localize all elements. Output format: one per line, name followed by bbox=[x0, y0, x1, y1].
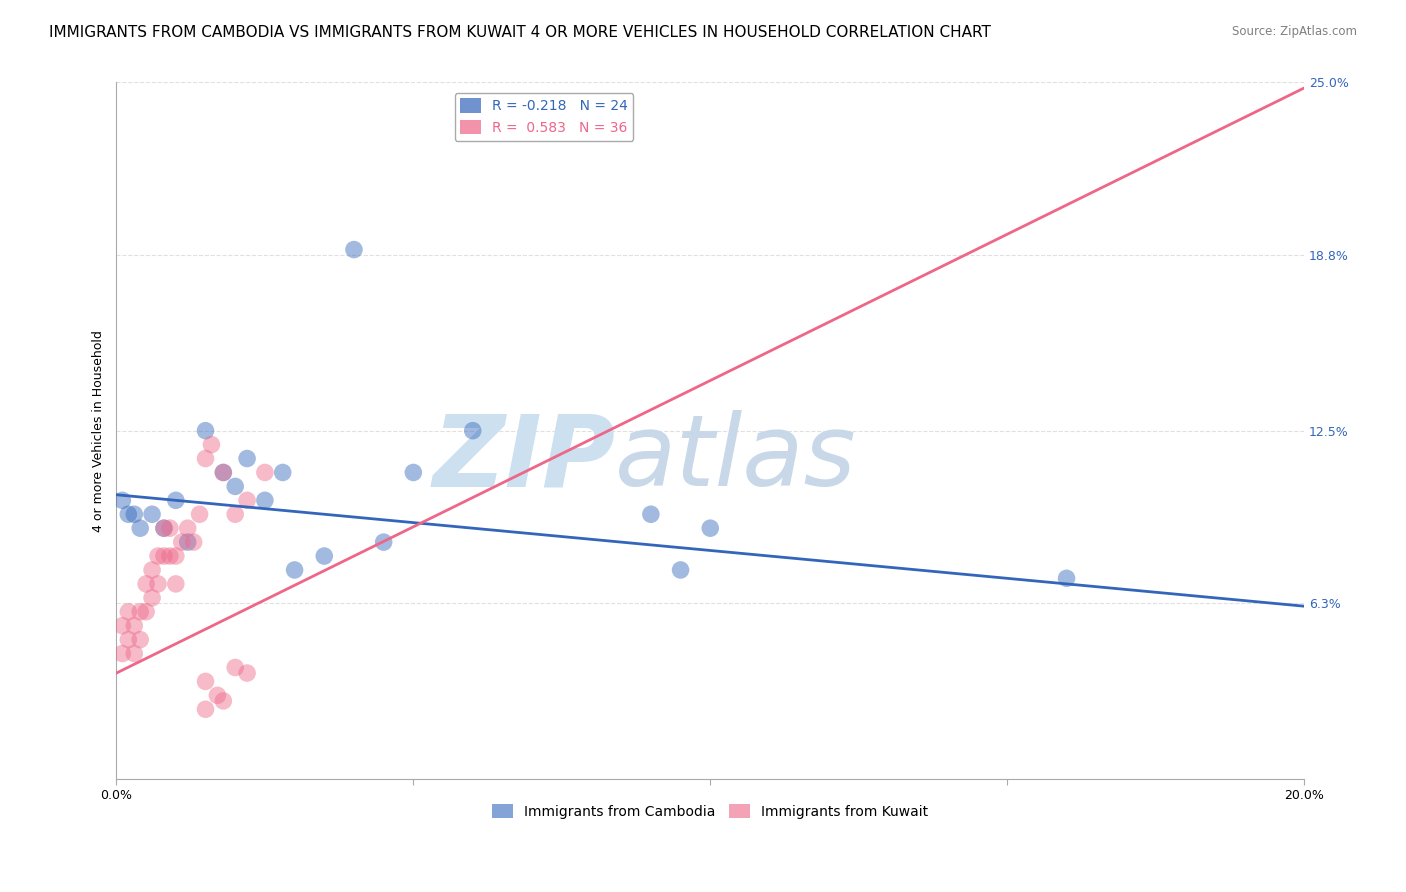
Point bbox=[212, 466, 235, 480]
Point bbox=[373, 535, 395, 549]
Point bbox=[111, 618, 134, 632]
Point bbox=[402, 466, 425, 480]
Point bbox=[117, 508, 139, 522]
Point bbox=[212, 466, 235, 480]
Point bbox=[146, 577, 169, 591]
Point bbox=[699, 521, 721, 535]
Point bbox=[188, 508, 211, 522]
Point bbox=[117, 632, 139, 647]
Point bbox=[165, 493, 187, 508]
Point bbox=[141, 563, 163, 577]
Point bbox=[141, 508, 163, 522]
Point bbox=[129, 632, 152, 647]
Point bbox=[111, 493, 134, 508]
Point bbox=[207, 689, 229, 703]
Point bbox=[284, 563, 307, 577]
Text: IMMIGRANTS FROM CAMBODIA VS IMMIGRANTS FROM KUWAIT 4 OR MORE VEHICLES IN HOUSEHO: IMMIGRANTS FROM CAMBODIA VS IMMIGRANTS F… bbox=[49, 25, 991, 40]
Point bbox=[159, 549, 181, 563]
Point bbox=[640, 508, 662, 522]
Point bbox=[1056, 571, 1078, 585]
Point bbox=[111, 647, 134, 661]
Point bbox=[117, 605, 139, 619]
Point bbox=[224, 660, 246, 674]
Point bbox=[253, 466, 276, 480]
Point bbox=[236, 493, 259, 508]
Point bbox=[176, 521, 198, 535]
Point bbox=[461, 424, 484, 438]
Point bbox=[194, 451, 217, 466]
Point bbox=[343, 243, 366, 257]
Point bbox=[669, 563, 692, 577]
Point bbox=[129, 605, 152, 619]
Point bbox=[165, 549, 187, 563]
Point bbox=[194, 674, 217, 689]
Point bbox=[194, 702, 217, 716]
Point bbox=[236, 451, 259, 466]
Point bbox=[236, 666, 259, 681]
Point bbox=[165, 577, 187, 591]
Point bbox=[224, 479, 246, 493]
Point bbox=[159, 521, 181, 535]
Point bbox=[153, 521, 176, 535]
Legend: Immigrants from Cambodia, Immigrants from Kuwait: Immigrants from Cambodia, Immigrants fro… bbox=[486, 798, 934, 824]
Point bbox=[176, 535, 198, 549]
Point bbox=[129, 521, 152, 535]
Point bbox=[122, 647, 145, 661]
Point bbox=[122, 618, 145, 632]
Point bbox=[135, 605, 157, 619]
Point bbox=[194, 424, 217, 438]
Point bbox=[253, 493, 276, 508]
Point bbox=[224, 508, 246, 522]
Point bbox=[135, 577, 157, 591]
Point bbox=[153, 549, 176, 563]
Point bbox=[271, 466, 294, 480]
Point bbox=[183, 535, 205, 549]
Point bbox=[141, 591, 163, 605]
Text: Source: ZipAtlas.com: Source: ZipAtlas.com bbox=[1232, 25, 1357, 38]
Point bbox=[153, 521, 176, 535]
Y-axis label: 4 or more Vehicles in Household: 4 or more Vehicles in Household bbox=[93, 330, 105, 532]
Point bbox=[212, 694, 235, 708]
Point bbox=[146, 549, 169, 563]
Point bbox=[122, 508, 145, 522]
Point bbox=[170, 535, 193, 549]
Point bbox=[200, 437, 222, 451]
Text: ZIP: ZIP bbox=[432, 410, 616, 507]
Point bbox=[314, 549, 336, 563]
Text: atlas: atlas bbox=[616, 410, 856, 507]
